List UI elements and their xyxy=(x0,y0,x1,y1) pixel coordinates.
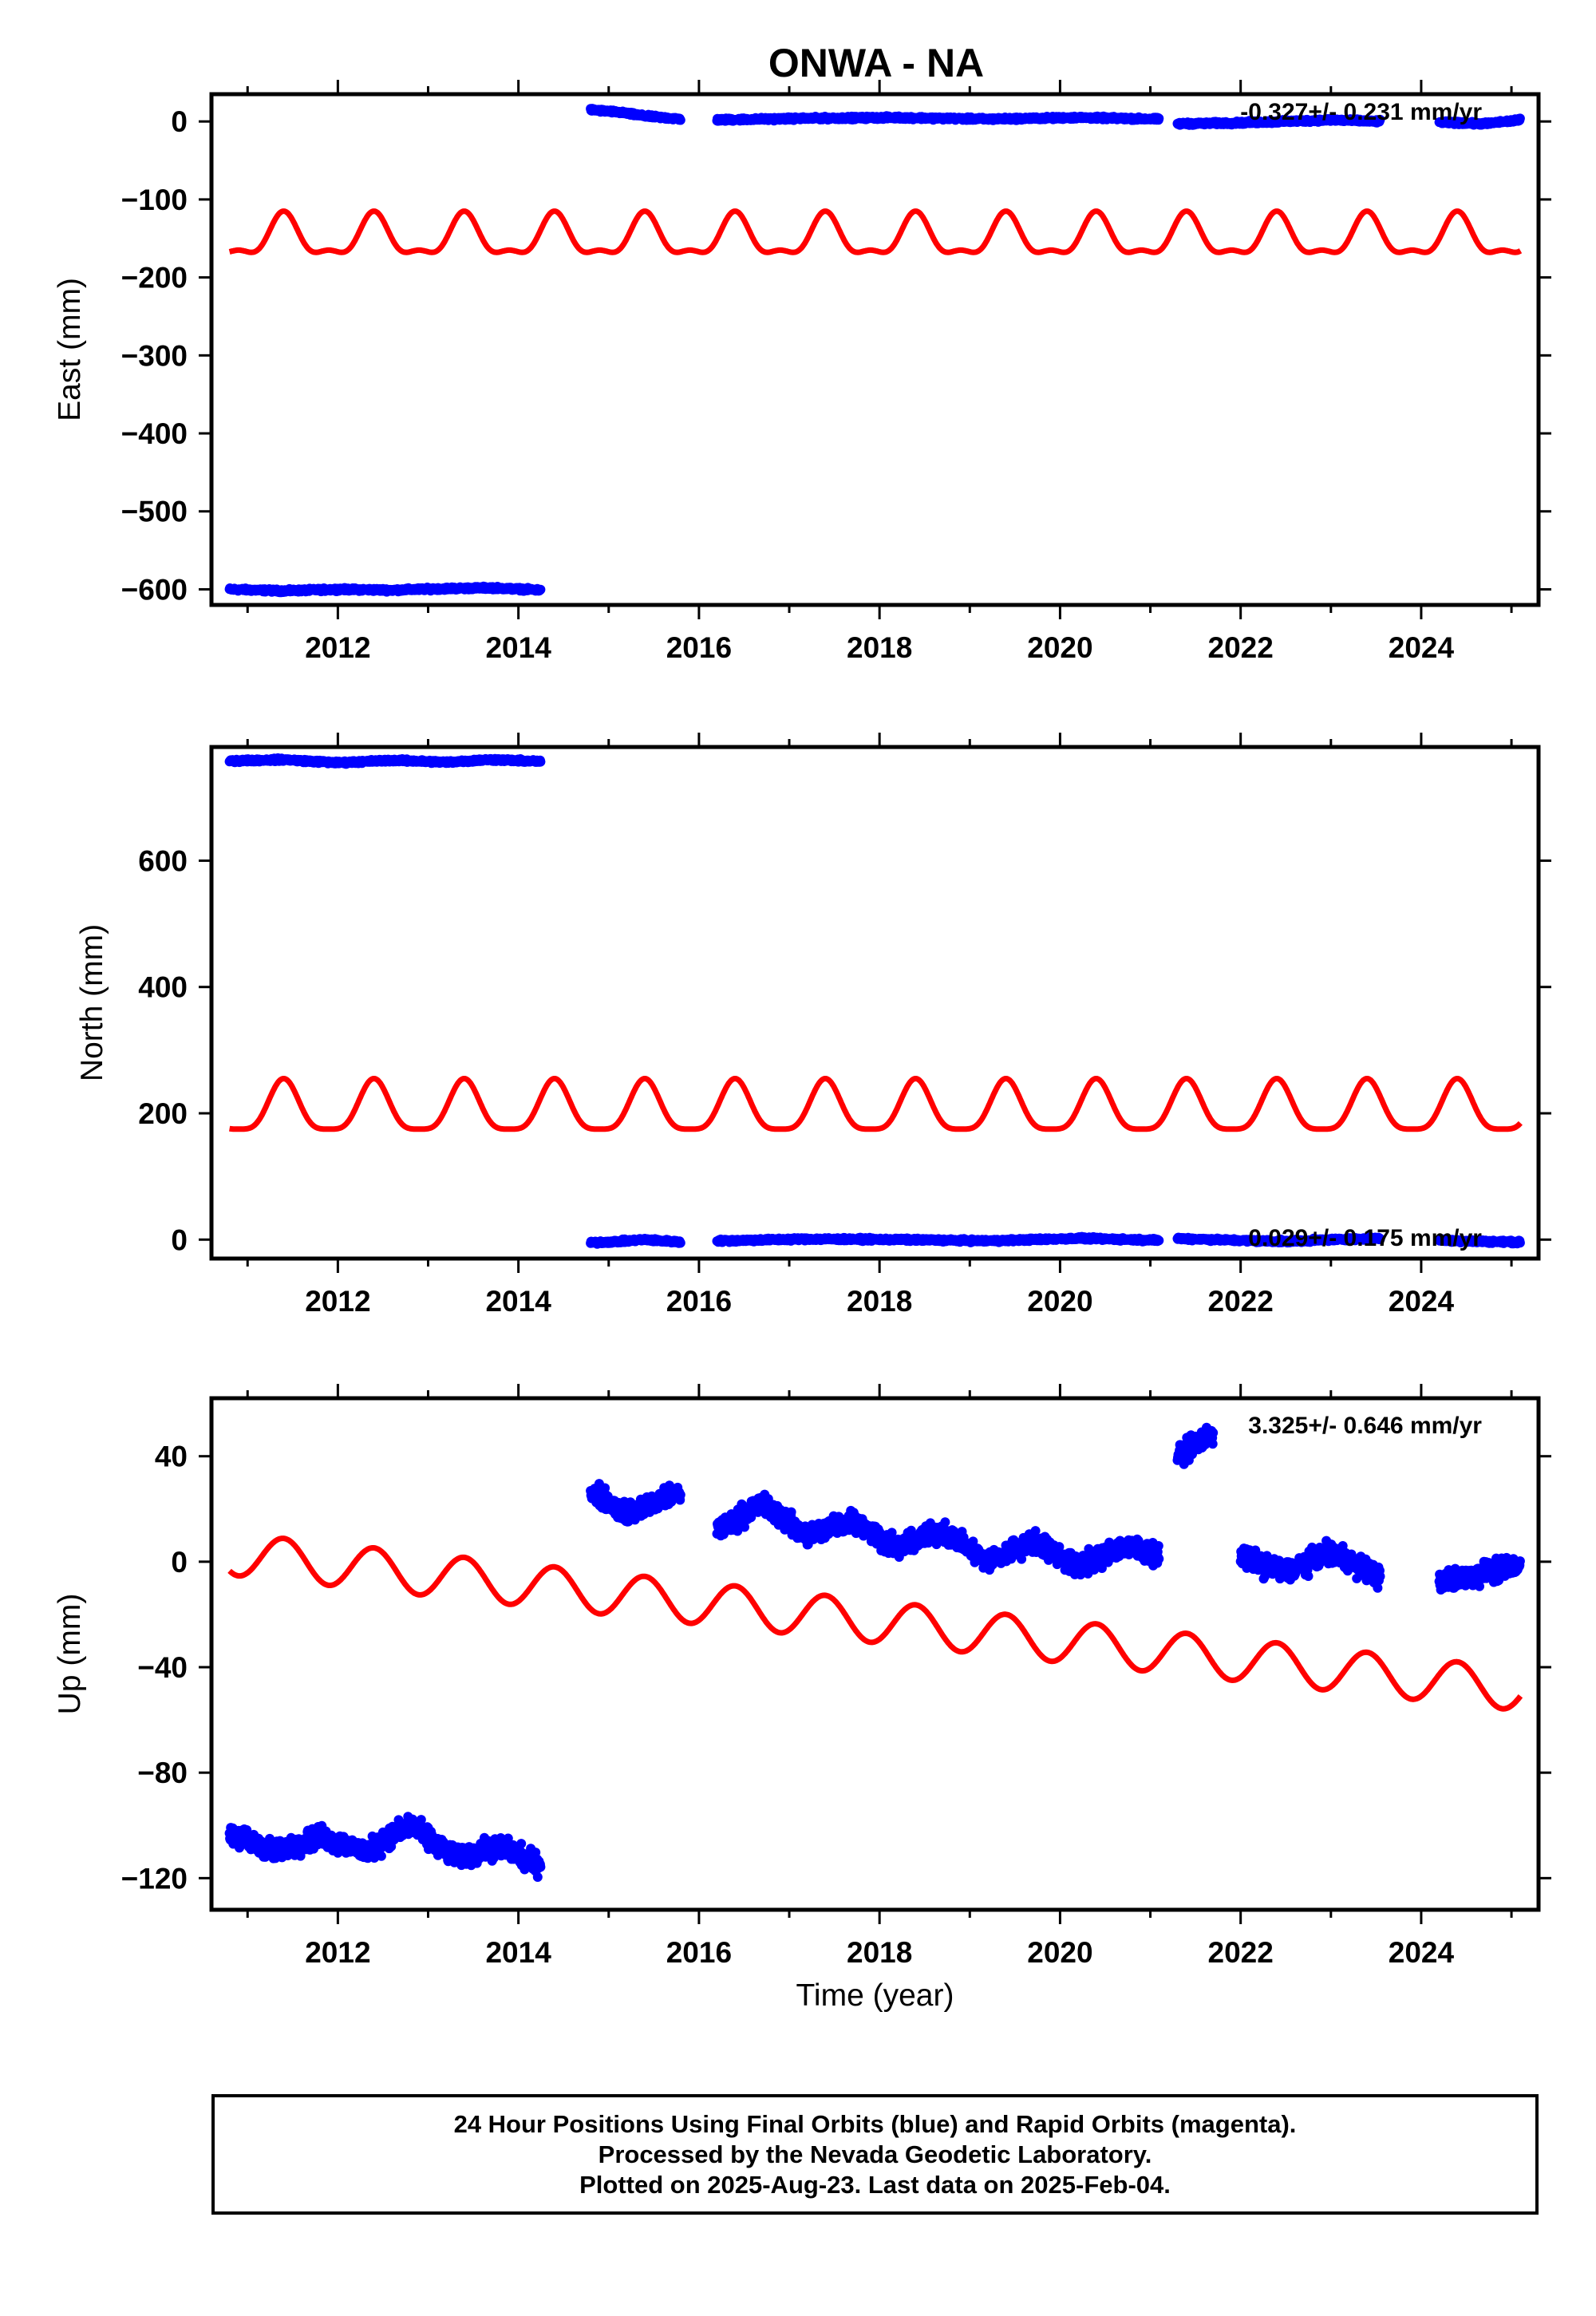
y-tick-label: −200 xyxy=(121,262,188,294)
data-point xyxy=(1375,114,1385,124)
x-tick-label: 2024 xyxy=(1389,631,1455,664)
east-segment-3 xyxy=(1172,114,1385,130)
data-point xyxy=(675,115,685,125)
east-segment-0 xyxy=(224,581,546,598)
north-segment-2 xyxy=(712,1231,1164,1247)
y-tick-label: 0 xyxy=(171,105,188,138)
east-segment-2 xyxy=(712,111,1164,126)
x-tick-label: 2022 xyxy=(1208,631,1274,664)
data-point xyxy=(1515,113,1525,124)
north-segment-1 xyxy=(586,1234,685,1249)
x-tick-label: 2016 xyxy=(666,631,732,664)
data-point xyxy=(1154,1235,1164,1246)
panels: 2012 2014 2016 2018 2020 2022 2024 0 −100 −200 −30… xyxy=(53,80,1551,2013)
x-tick-label: 2018 xyxy=(847,631,912,664)
x-tick-label: 2020 xyxy=(1027,631,1092,664)
data-point xyxy=(675,1238,685,1248)
panel-north: 2012 2014 2016 2018 2020 2022 20240200400600No… xyxy=(75,733,1551,1318)
chart-title: ONWA - NA xyxy=(768,41,984,85)
north-segment-3 xyxy=(1172,1231,1385,1248)
data-point xyxy=(535,584,546,595)
x-tick-label: 2014 xyxy=(485,631,551,664)
y-tick-label: −400 xyxy=(121,417,188,450)
x-tick-label: 2012 xyxy=(305,631,370,664)
east-segment-1 xyxy=(586,104,685,125)
panel-east: 2012 2014 2016 2018 2020 2022 2024 0 −100 −200 −30… xyxy=(53,80,1551,664)
east-segment-4 xyxy=(1434,113,1525,130)
east-frame xyxy=(209,92,1541,607)
data-point xyxy=(1154,113,1164,124)
east-rate-label: -0.327+/- 0.231 mm/yr xyxy=(1240,99,1482,125)
y-tick-label: −300 xyxy=(121,339,188,372)
north-model-curve xyxy=(229,1075,1523,1132)
y-tick-label: −600 xyxy=(121,573,188,606)
east-observed-points xyxy=(224,104,1525,598)
north-observed-points xyxy=(224,753,1525,1249)
y-tick-label: −100 xyxy=(121,184,188,216)
north-segment-0 xyxy=(224,753,546,769)
east-model-curve xyxy=(228,208,1523,255)
east-axis-label: East (mm) xyxy=(53,278,87,421)
data-point xyxy=(535,757,546,767)
y-tick-label: −500 xyxy=(121,496,188,528)
